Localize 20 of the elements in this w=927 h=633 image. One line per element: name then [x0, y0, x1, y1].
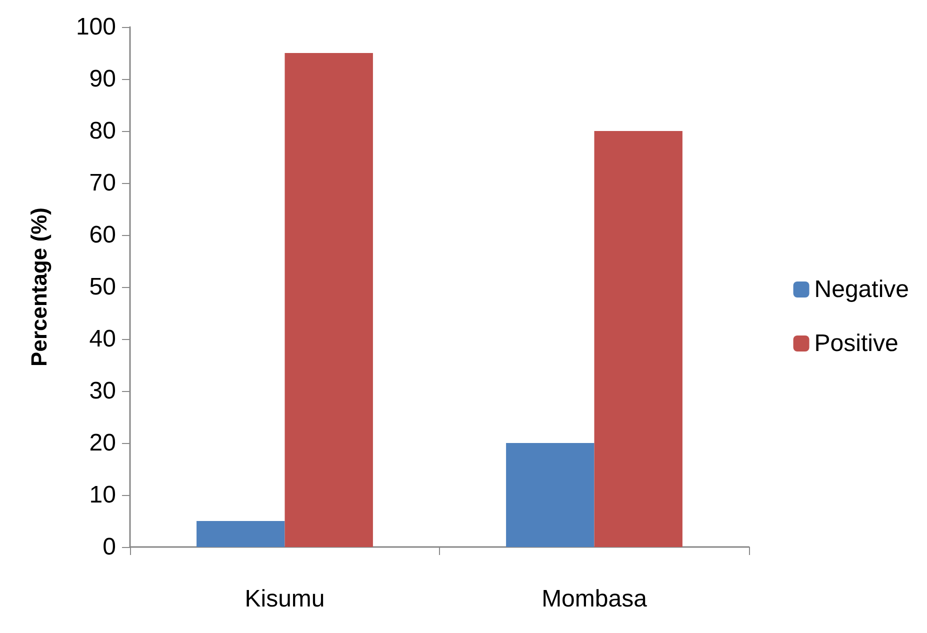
y-tick-label: 60	[89, 222, 116, 248]
y-tick-label: 30	[89, 378, 116, 404]
x-tick-label: Mombasa	[542, 586, 648, 612]
y-axis-title: Percentage (%)	[26, 208, 52, 366]
y-tick-label: 10	[89, 482, 116, 508]
y-tick-label: 20	[89, 430, 116, 456]
bar	[196, 521, 285, 547]
y-tick-label: 70	[89, 170, 116, 196]
y-tick-label: 40	[89, 326, 116, 352]
bar	[506, 443, 594, 547]
legend-label: Positive	[814, 330, 898, 357]
y-tick-label: 80	[89, 118, 116, 144]
y-tick-label: 0	[102, 534, 116, 560]
x-tick-label: Kisumu	[244, 586, 325, 612]
y-tick-label: 100	[76, 14, 116, 40]
bar	[594, 131, 682, 547]
legend-label: Negative	[814, 276, 910, 303]
y-tick-label: 50	[89, 274, 116, 300]
bar	[284, 53, 373, 547]
y-tick-label: 90	[89, 66, 116, 92]
